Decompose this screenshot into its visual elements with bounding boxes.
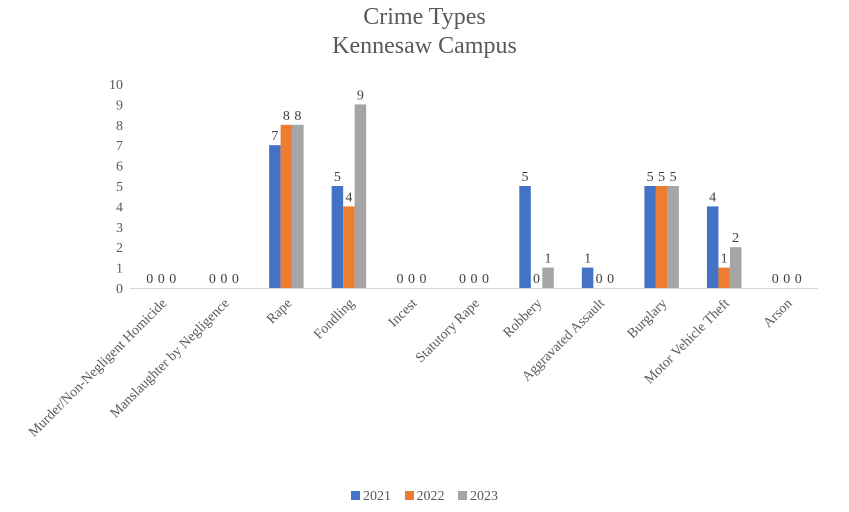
data-label: 0 bbox=[396, 272, 403, 287]
bar bbox=[269, 145, 281, 288]
bar bbox=[667, 186, 679, 288]
bar bbox=[292, 124, 304, 288]
data-label: 0 bbox=[482, 272, 489, 287]
data-label: 0 bbox=[471, 272, 478, 287]
bar bbox=[581, 267, 594, 288]
bar bbox=[280, 124, 293, 288]
bar bbox=[354, 104, 367, 289]
x-tick-label: Statutory Rape bbox=[413, 296, 483, 366]
data-label: 0 bbox=[158, 272, 165, 287]
data-label: 0 bbox=[408, 272, 415, 287]
bar bbox=[655, 186, 668, 288]
data-label: 4 bbox=[709, 190, 716, 205]
data-label: 8 bbox=[283, 109, 290, 124]
data-label: 5 bbox=[658, 170, 665, 185]
data-label: 0 bbox=[772, 272, 779, 287]
data-label: 0 bbox=[419, 272, 426, 287]
data-label: 0 bbox=[596, 272, 603, 287]
legend-item-2022: 2022 bbox=[404, 489, 445, 505]
y-tick-label: 8 bbox=[116, 119, 123, 134]
y-tick-label: 7 bbox=[116, 139, 123, 154]
y-tick-label: 10 bbox=[109, 78, 123, 93]
data-label: 5 bbox=[670, 170, 677, 185]
data-label: 0 bbox=[607, 272, 614, 287]
legend-label-2023: 2023 bbox=[470, 489, 498, 504]
data-label: 0 bbox=[533, 272, 540, 287]
data-label: 7 bbox=[271, 129, 278, 144]
y-tick-label: 9 bbox=[116, 98, 123, 113]
legend-label-2022: 2022 bbox=[416, 489, 445, 504]
data-label: 0 bbox=[783, 272, 790, 287]
bar bbox=[343, 206, 355, 288]
x-tick-label: Incest bbox=[386, 296, 420, 330]
data-label: 0 bbox=[146, 272, 153, 287]
y-tick-label: 3 bbox=[116, 221, 123, 236]
y-tick-label: 0 bbox=[116, 282, 123, 297]
chart-title: Crime Types bbox=[363, 4, 486, 30]
bar bbox=[706, 206, 719, 288]
y-tick-label: 1 bbox=[116, 262, 123, 277]
legend-swatch-2023 bbox=[458, 491, 467, 500]
data-label: 1 bbox=[721, 252, 728, 267]
x-tick-label: Fondling bbox=[311, 296, 357, 342]
data-label: 8 bbox=[294, 109, 301, 124]
legend: 2021 2022 2023 bbox=[0, 489, 849, 505]
data-label: 5 bbox=[647, 170, 654, 185]
y-tick-label: 6 bbox=[116, 160, 123, 175]
data-label: 0 bbox=[232, 272, 239, 287]
x-tick-label: Manslaughter by Negligence bbox=[108, 296, 233, 421]
bar bbox=[331, 186, 344, 288]
legend-label-2021: 2021 bbox=[363, 489, 391, 504]
chart-subtitle: Kennesaw Campus bbox=[332, 33, 517, 59]
x-tick-label: Robbery bbox=[501, 296, 546, 341]
data-label: 1 bbox=[545, 252, 552, 267]
x-tick-label: Arson bbox=[761, 296, 796, 331]
data-label: 0 bbox=[209, 272, 216, 287]
bar bbox=[519, 186, 531, 288]
legend-item-2023: 2023 bbox=[458, 489, 498, 505]
legend-swatch-2022 bbox=[404, 491, 414, 500]
data-label: 0 bbox=[795, 272, 802, 287]
y-tick-label: 5 bbox=[116, 180, 123, 195]
data-label: 4 bbox=[345, 190, 352, 205]
data-label: 0 bbox=[169, 272, 176, 287]
data-label: 9 bbox=[357, 88, 364, 103]
legend-item-2021: 2021 bbox=[351, 489, 391, 505]
data-label: 5 bbox=[334, 170, 341, 185]
data-label: 0 bbox=[220, 272, 227, 287]
legend-swatch-2021 bbox=[351, 491, 360, 500]
y-tick-label: 2 bbox=[116, 241, 123, 256]
y-tick-label: 4 bbox=[116, 200, 123, 215]
data-label: 2 bbox=[732, 231, 739, 246]
data-label: 5 bbox=[522, 170, 529, 185]
x-tick-label: Murder/Non-Negligent Homicide bbox=[26, 296, 170, 440]
bar bbox=[718, 267, 730, 288]
bar bbox=[644, 186, 656, 288]
bar bbox=[542, 267, 554, 288]
x-tick-label: Burglary bbox=[625, 296, 671, 342]
x-tick-label: Rape bbox=[264, 296, 295, 327]
data-label: 0 bbox=[459, 272, 466, 287]
data-label: 1 bbox=[584, 252, 591, 267]
bar bbox=[729, 247, 742, 288]
